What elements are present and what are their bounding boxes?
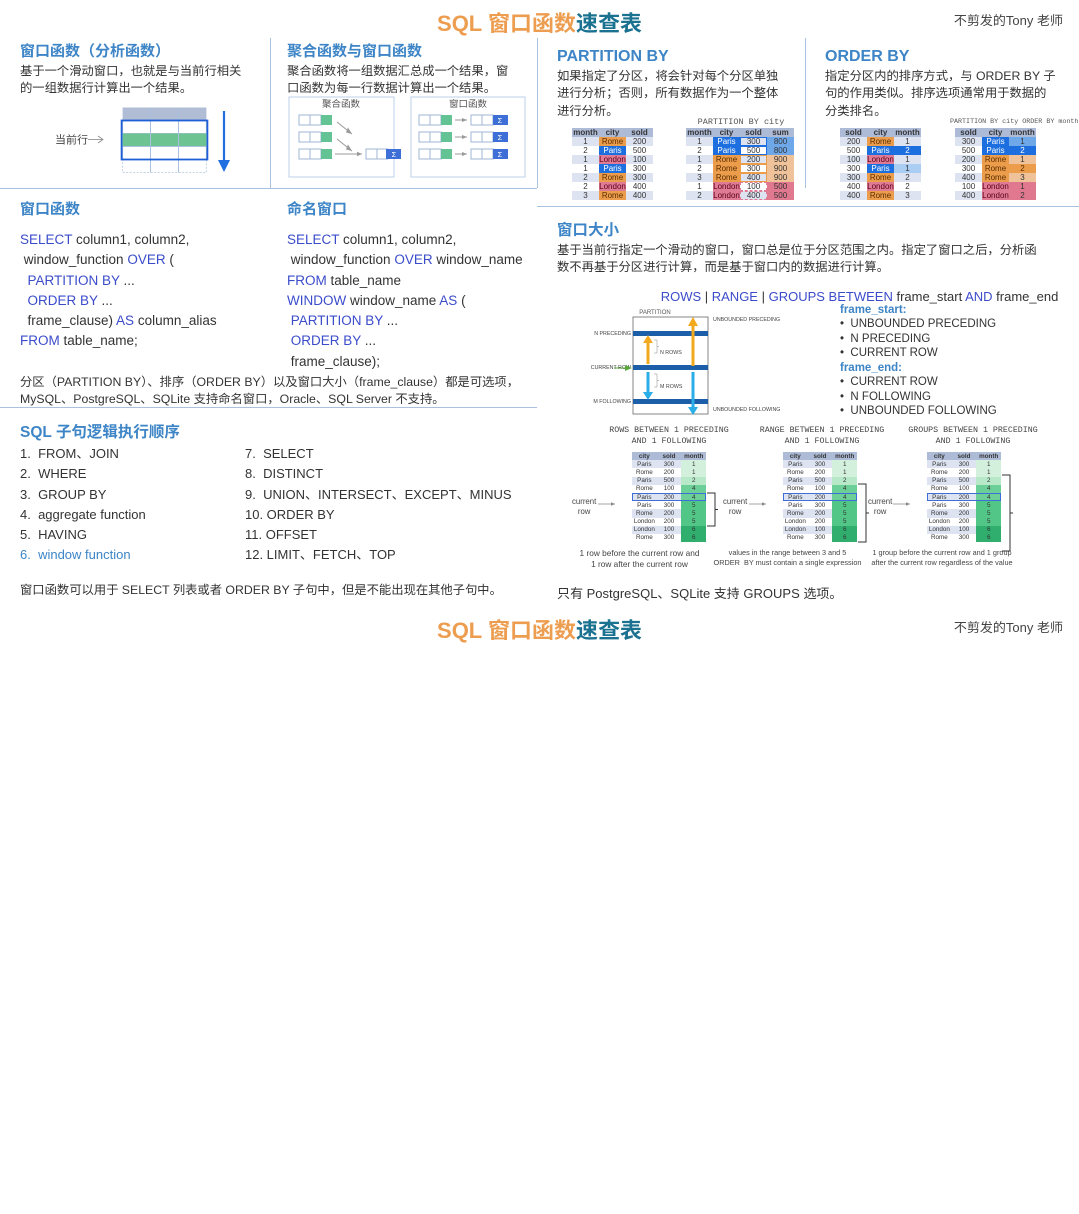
svg-text:Σ: Σ <box>498 150 503 159</box>
svg-text:UNBOUNDED PRECEDING: UNBOUNDED PRECEDING <box>713 317 780 323</box>
svg-text:Σ: Σ <box>498 133 503 142</box>
svg-text:Σ: Σ <box>498 116 503 125</box>
svg-text:M FOLLOWING: M FOLLOWING <box>593 399 631 405</box>
svg-text:Σ: Σ <box>392 150 397 159</box>
svg-text:聚合函数: 聚合函数 <box>322 96 361 110</box>
svg-text:窗口函数: 窗口函数 <box>449 96 488 110</box>
svg-text:N PRECEDING: N PRECEDING <box>594 331 631 337</box>
svg-text:UNBOUNDED FOLLOWING: UNBOUNDED FOLLOWING <box>713 407 780 413</box>
svg-text:M ROWS: M ROWS <box>660 384 683 390</box>
svg-text:当前行: 当前行 <box>55 132 88 148</box>
svg-text:PARTITION: PARTITION <box>639 310 670 316</box>
svg-text:N ROWS: N ROWS <box>660 350 682 356</box>
